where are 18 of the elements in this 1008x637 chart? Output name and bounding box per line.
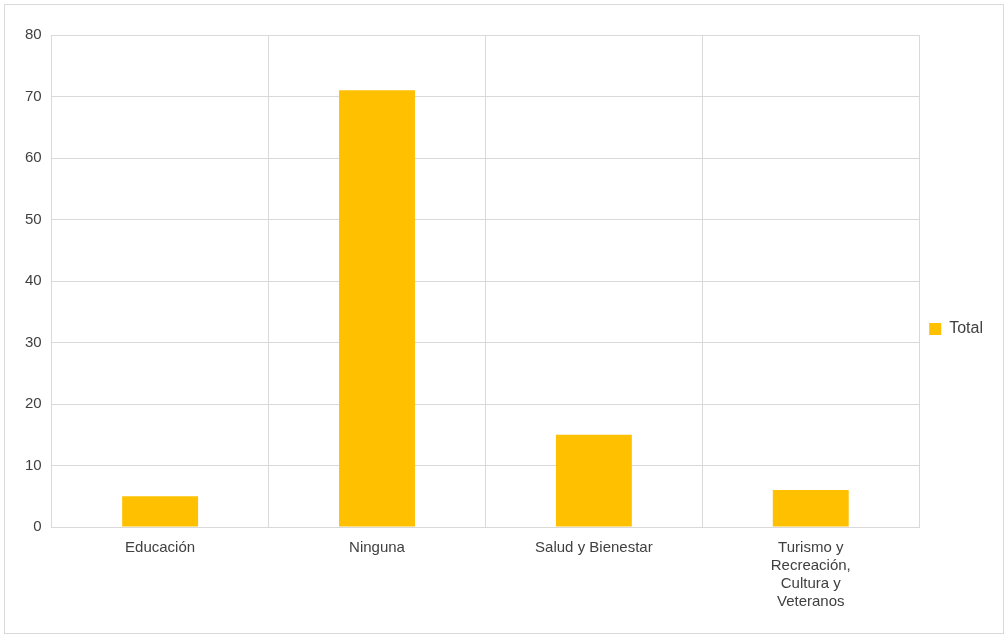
- y-tick-label: 10: [25, 455, 42, 473]
- bar: [555, 434, 632, 527]
- y-tick-label: 20: [25, 394, 42, 412]
- y-tick-label: 30: [25, 332, 42, 350]
- y-tick-label: 40: [25, 271, 42, 289]
- y-tick-label: 80: [25, 25, 42, 43]
- bar: [339, 90, 415, 527]
- bar: [122, 496, 199, 527]
- y-tick-label: 0: [33, 517, 42, 535]
- x-tick-label: Turismo y Recreación, Cultura y Veteranos: [770, 538, 851, 610]
- y-tick-label: 70: [25, 86, 42, 104]
- x-tick-label: Ninguna: [349, 538, 406, 556]
- bar: [772, 490, 849, 527]
- y-tick-label: 50: [25, 209, 42, 227]
- x-tick-label: Salud y Bienestar: [535, 538, 653, 556]
- legend-label: Total: [949, 319, 983, 337]
- y-tick-label: 60: [25, 148, 42, 166]
- x-tick-label: Educación: [125, 538, 196, 556]
